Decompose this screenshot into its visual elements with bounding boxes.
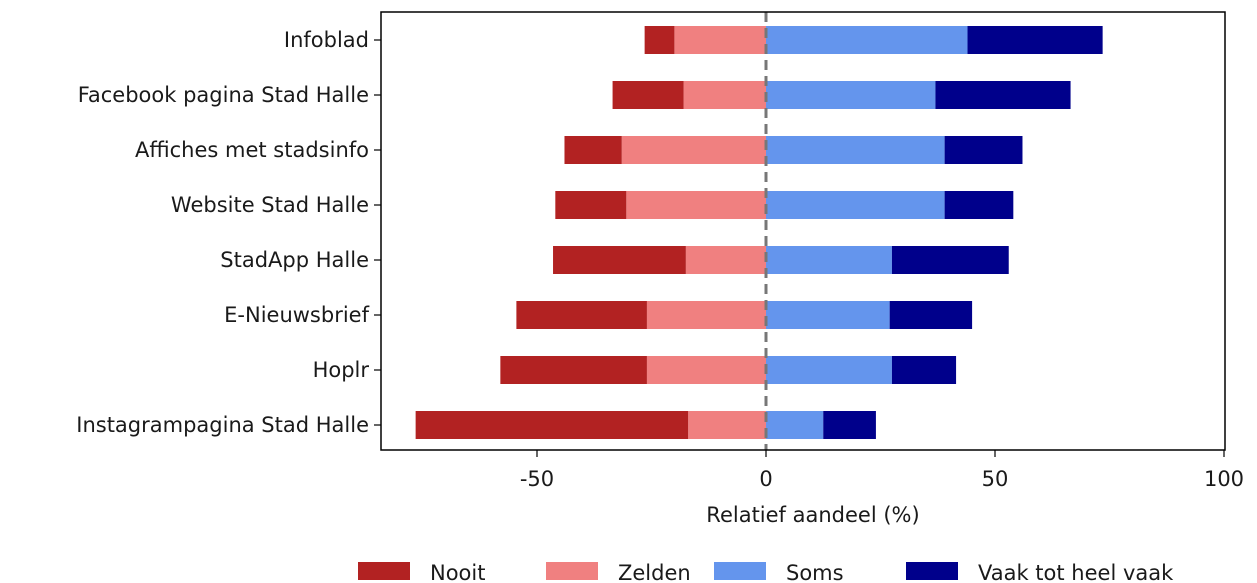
category-label: StadApp Halle: [220, 248, 369, 272]
bar-zelden-8: [688, 411, 766, 439]
legend: Nooit Zelden Soms Vaak tot heel vaak: [358, 561, 1174, 583]
category-label: E-Nieuwsbrief: [224, 303, 369, 327]
bar-soms-2: [766, 81, 936, 109]
category-label: Instagrampagina Stad Halle: [76, 413, 369, 437]
bar-nooit-2: [612, 81, 684, 109]
bar-nooit-5: [553, 246, 686, 274]
bar-soms-7: [766, 356, 892, 384]
bar-vaak-tot-heel-vaak-5: [891, 246, 1009, 274]
bar-zelden-2: [683, 81, 766, 109]
bar-nooit-1: [644, 26, 675, 54]
bar-vaak-tot-heel-vaak-4: [944, 191, 1014, 219]
bar-soms-4: [766, 191, 945, 219]
legend-swatch-nooit: [358, 562, 410, 580]
x-tick-label: 50: [982, 467, 1009, 491]
bar-nooit-6: [516, 301, 647, 329]
bar-vaak-tot-heel-vaak-6: [889, 301, 973, 329]
bar-zelden-6: [646, 301, 766, 329]
bar-soms-1: [766, 26, 968, 54]
bar-vaak-tot-heel-vaak-7: [891, 356, 957, 384]
bar-zelden-5: [685, 246, 766, 274]
category-label: Website Stad Halle: [171, 193, 369, 217]
bar-soms-8: [766, 411, 824, 439]
bar-vaak-tot-heel-vaak-8: [823, 411, 876, 439]
category-label: Affiches met stadsinfo: [135, 138, 369, 162]
bar-vaak-tot-heel-vaak-2: [935, 81, 1071, 109]
bar-vaak-tot-heel-vaak-1: [967, 26, 1103, 54]
legend-label: Soms: [786, 561, 844, 583]
category-labels: Infoblad Facebook pagina Stad Halle Affich…: [76, 28, 381, 437]
x-tick-label: 0: [759, 467, 772, 491]
bar-zelden-4: [626, 191, 766, 219]
legend-swatch-vaak-tot-heel-vaak: [906, 562, 958, 580]
x-tick-label: -50: [520, 467, 554, 491]
bar-zelden-3: [621, 136, 766, 164]
bar-zelden-7: [646, 356, 766, 384]
bar-nooit-3: [564, 136, 622, 164]
bars-group: [415, 26, 1103, 439]
legend-swatch-soms: [714, 562, 766, 580]
bar-vaak-tot-heel-vaak-3: [944, 136, 1023, 164]
bar-nooit-7: [500, 356, 647, 384]
legend-label: Zelden: [618, 561, 691, 583]
x-tick-label: 100: [1204, 467, 1244, 491]
bar-soms-6: [766, 301, 890, 329]
bar-nooit-4: [555, 191, 627, 219]
category-label: Facebook pagina Stad Halle: [78, 83, 369, 107]
legend-swatch-zelden: [546, 562, 598, 580]
legend-label: Nooit: [430, 561, 485, 583]
x-axis-title: Relatief aandeel (%): [706, 503, 919, 527]
bar-soms-3: [766, 136, 945, 164]
category-label: Hoplr: [313, 358, 370, 382]
x-axis-ticks: -50 0 50 100: [520, 450, 1244, 491]
category-label: Infoblad: [284, 28, 369, 52]
legend-label: Vaak tot heel vaak: [978, 561, 1174, 583]
bar-zelden-1: [674, 26, 766, 54]
bar-soms-5: [766, 246, 892, 274]
bar-nooit-8: [415, 411, 689, 439]
plot-frame: [380, 11, 1226, 451]
